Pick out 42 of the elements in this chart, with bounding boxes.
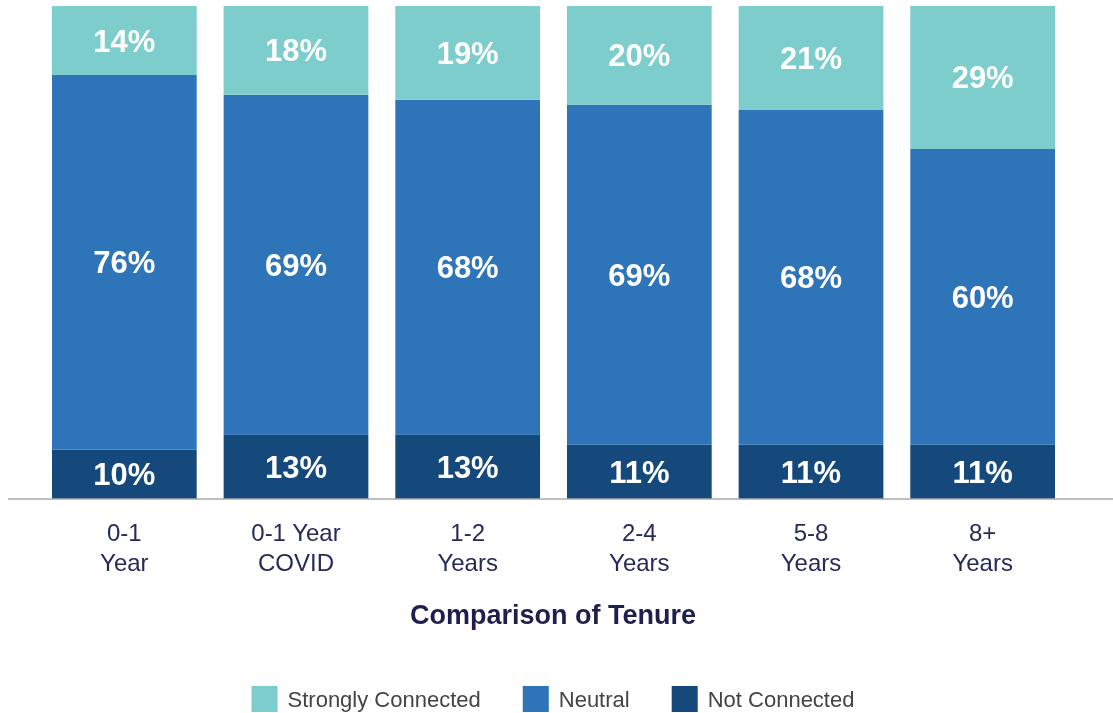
x-tick-label: 1-2 Years bbox=[437, 519, 498, 576]
bar bbox=[910, 6, 1056, 149]
data-label: 76% bbox=[93, 245, 156, 281]
data-label: 14% bbox=[93, 23, 156, 59]
x-tick-label: 0-1 Year bbox=[100, 519, 149, 576]
data-label: 19% bbox=[436, 35, 499, 71]
bar bbox=[223, 434, 369, 499]
bar bbox=[51, 75, 197, 450]
bar bbox=[51, 6, 197, 76]
x-axis-title: Comparison of Tenure bbox=[409, 600, 697, 630]
data-label: 29% bbox=[951, 60, 1014, 96]
data-label: 13% bbox=[264, 449, 328, 485]
legend-label: Neutral bbox=[558, 687, 630, 712]
bar bbox=[738, 6, 884, 110]
data-label: 10% bbox=[93, 457, 156, 493]
x-tick-label: 5-8 Years bbox=[780, 519, 842, 576]
bar bbox=[223, 6, 369, 95]
bar bbox=[223, 94, 369, 435]
legend-label: Not Connected bbox=[707, 687, 855, 712]
data-label: 11% bbox=[780, 454, 842, 490]
bar bbox=[395, 6, 541, 100]
data-label: 68% bbox=[779, 260, 843, 296]
bar bbox=[395, 99, 541, 435]
data-label: 11% bbox=[952, 454, 1013, 490]
data-label: 68% bbox=[436, 250, 499, 286]
data-label: 20% bbox=[608, 38, 671, 74]
data-label: 21% bbox=[779, 40, 843, 76]
bar bbox=[738, 109, 884, 445]
x-tick-label: 2-4 Years bbox=[609, 519, 670, 576]
data-label: 69% bbox=[608, 257, 671, 293]
legend-label: Strongly Connected bbox=[287, 687, 481, 712]
bar bbox=[566, 104, 712, 445]
x-tick-label: 8+ Years bbox=[952, 519, 1013, 576]
bar bbox=[395, 434, 541, 499]
x-tick-label: 0-1 Year COVID bbox=[251, 519, 341, 576]
data-label: 60% bbox=[951, 279, 1014, 315]
data-label: 11% bbox=[609, 454, 670, 490]
data-label: 69% bbox=[264, 247, 328, 283]
bar bbox=[566, 6, 712, 105]
data-label: 18% bbox=[264, 33, 328, 69]
data-label: 13% bbox=[436, 449, 499, 485]
bar bbox=[910, 148, 1056, 445]
